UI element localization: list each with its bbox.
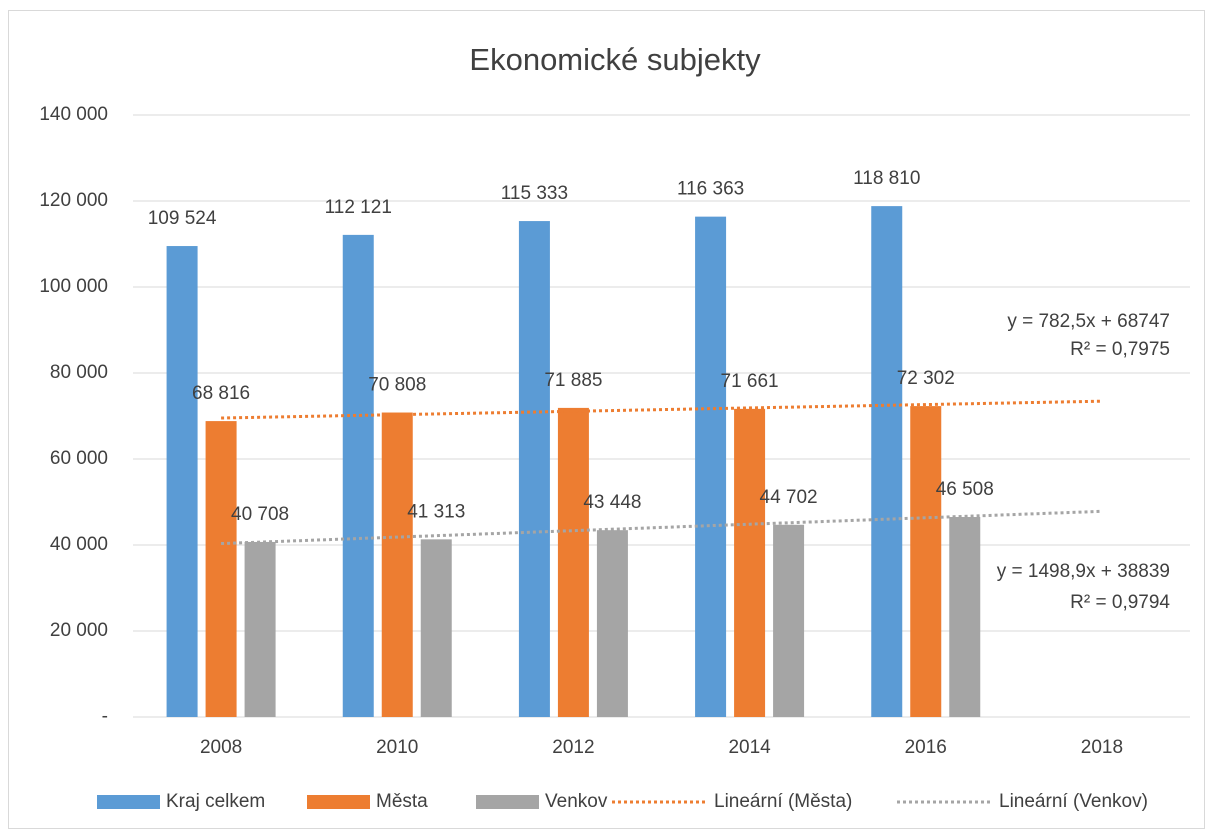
bar [695, 216, 727, 717]
legend-swatch [307, 795, 370, 809]
y-tick-label: 120 000 [39, 190, 108, 211]
data-label: 43 448 [583, 492, 641, 513]
data-label: 118 810 [853, 168, 920, 189]
data-label: 115 333 [501, 183, 568, 204]
bar [420, 539, 452, 717]
y-tick-label: 20 000 [50, 620, 108, 641]
data-label: 44 702 [760, 487, 818, 508]
legend-label: Venkov [545, 791, 608, 812]
bar [518, 221, 550, 717]
bar [734, 408, 766, 717]
bar [166, 246, 198, 717]
y-tick-label: 60 000 [50, 448, 108, 469]
trend-line [221, 509, 1102, 546]
data-label: 71 661 [721, 371, 779, 392]
trend-equation: y = 1498,9x + 38839 [997, 561, 1170, 582]
x-tick-label: 2014 [728, 737, 771, 758]
data-label: 116 363 [677, 179, 744, 200]
data-label: 46 508 [936, 479, 994, 500]
data-label: 71 885 [544, 370, 602, 391]
y-tick-label: 140 000 [39, 104, 108, 125]
data-label: 70 808 [368, 375, 426, 396]
bar [381, 412, 413, 717]
data-label: 68 816 [192, 383, 250, 404]
data-label: 41 313 [407, 501, 465, 522]
chart-title: Ekonomické subjekty [469, 42, 761, 77]
trend-equation: y = 782,5x + 68747 [1007, 311, 1170, 332]
trend-line [221, 399, 1102, 420]
bar [871, 206, 903, 717]
legend-label: Lineární (Venkov) [999, 791, 1148, 812]
data-label: 112 121 [325, 197, 392, 218]
data-label: 109 524 [148, 208, 217, 229]
y-tick-label: 80 000 [50, 362, 108, 383]
trend-equation: R² = 0,9794 [1070, 592, 1170, 613]
legend-label: Lineární (Města) [714, 791, 852, 812]
x-tick-label: 2012 [552, 737, 594, 758]
x-tick-label: 2016 [905, 737, 947, 758]
trend-equation: R² = 0,7975 [1070, 339, 1170, 360]
legend-swatch [476, 795, 539, 809]
bar [557, 407, 589, 717]
bar [205, 421, 237, 717]
bar [596, 530, 628, 717]
y-tick-label: 100 000 [39, 276, 108, 297]
bar [910, 406, 942, 717]
legend-label: Města [376, 791, 428, 812]
bar [342, 234, 374, 717]
data-label: 40 708 [231, 504, 289, 525]
bar [773, 524, 805, 717]
bar [244, 541, 276, 717]
x-tick-label: 2008 [200, 737, 242, 758]
x-tick-label: 2010 [376, 737, 418, 758]
x-tick-label: 2018 [1081, 737, 1123, 758]
legend-swatch [97, 795, 160, 809]
y-tick-label: 40 000 [50, 534, 108, 555]
legend-label: Kraj celkem [166, 791, 265, 812]
data-label: 72 302 [897, 368, 955, 389]
y-tick-label: - [102, 706, 108, 727]
bar [949, 517, 981, 717]
